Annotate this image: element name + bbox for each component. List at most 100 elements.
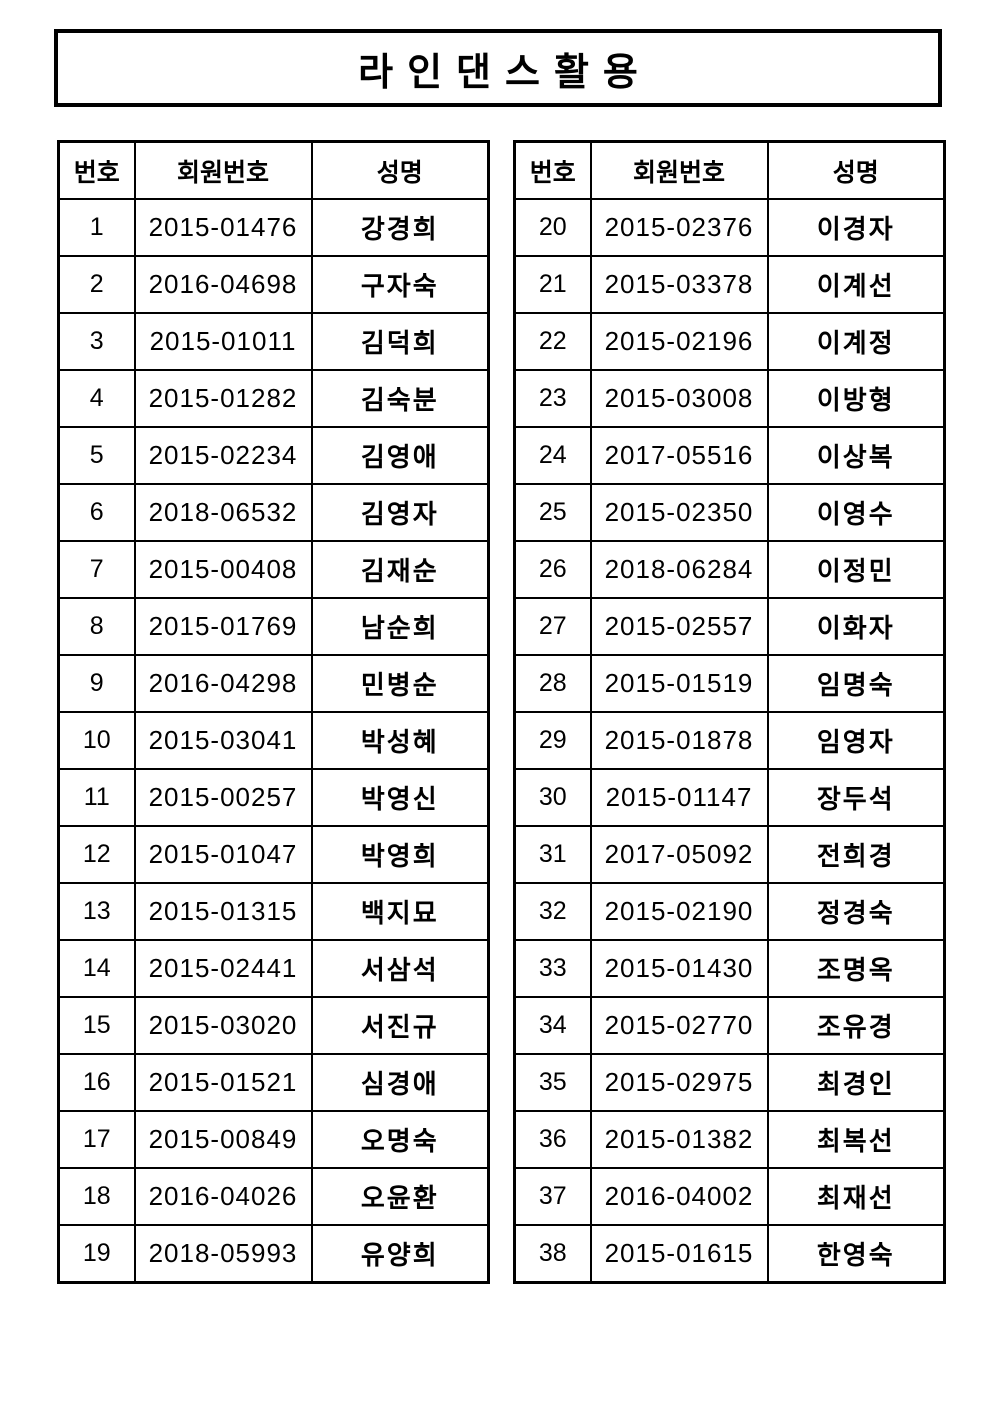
cell-name: 오윤환 (310, 1167, 490, 1226)
table-row: 17 2015-00849 오명숙 (57, 1110, 490, 1169)
cell-name: 한영숙 (766, 1224, 946, 1284)
table-row: 14 2015-02441 서삼석 (57, 939, 490, 998)
cell-member-id: 2015-01615 (589, 1224, 769, 1284)
cell-no: 21 (513, 255, 592, 314)
cell-no: 28 (513, 654, 592, 713)
cell-member-id: 2015-02234 (133, 426, 313, 485)
table-row: 11 2015-00257 박영신 (57, 768, 490, 827)
cell-no: 29 (513, 711, 592, 770)
table-row: 32 2015-02190 정경숙 (513, 882, 946, 941)
cell-no: 35 (513, 1053, 592, 1112)
table-header: 번호 회원번호 성명 (513, 140, 946, 200)
cell-name: 구자숙 (310, 255, 490, 314)
cell-member-id: 2015-01147 (589, 768, 769, 827)
cell-no: 9 (57, 654, 136, 713)
cell-no: 8 (57, 597, 136, 656)
table-row: 15 2015-03020 서진규 (57, 996, 490, 1055)
cell-no: 22 (513, 312, 592, 371)
cell-no: 15 (57, 996, 136, 1055)
cell-name: 강경희 (310, 198, 490, 257)
tables-container: 번호 회원번호 성명 1 2015-01476 강경희 2 2016-04698 구자숙 3… (57, 140, 946, 1284)
page-title: 라인댄스활용 (358, 51, 652, 94)
table-row: 7 2015-00408 김재순 (57, 540, 490, 599)
table-row: 20 2015-02376 이경자 (513, 198, 946, 257)
cell-member-id: 2015-01430 (589, 939, 769, 998)
table-row: 31 2017-05092 전희경 (513, 825, 946, 884)
table-row: 24 2017-05516 이상복 (513, 426, 946, 485)
cell-no: 20 (513, 198, 592, 257)
cell-name: 오명숙 (310, 1110, 490, 1169)
table-row: 5 2015-02234 김영애 (57, 426, 490, 485)
cell-member-id: 2016-04002 (589, 1167, 769, 1226)
cell-no: 14 (57, 939, 136, 998)
table-row: 37 2016-04002 최재선 (513, 1167, 946, 1226)
table-row: 3 2015-01011 김덕희 (57, 312, 490, 371)
cell-name: 최복선 (766, 1110, 946, 1169)
cell-no: 18 (57, 1167, 136, 1226)
table-row: 36 2015-01382 최복선 (513, 1110, 946, 1169)
table-row: 22 2015-02196 이계정 (513, 312, 946, 371)
cell-name: 이계선 (766, 255, 946, 314)
column-header-no: 번호 (513, 140, 592, 200)
cell-name: 임영자 (766, 711, 946, 770)
cell-member-id: 2015-02376 (589, 198, 769, 257)
table-row: 12 2015-01047 박영희 (57, 825, 490, 884)
cell-member-id: 2015-01011 (133, 312, 313, 371)
header-row: 번호 회원번호 성명 (57, 140, 490, 200)
table-row: 34 2015-02770 조유경 (513, 996, 946, 1055)
cell-name: 정경숙 (766, 882, 946, 941)
cell-member-id: 2016-04298 (133, 654, 313, 713)
table-row: 8 2015-01769 남순희 (57, 597, 490, 656)
cell-member-id: 2015-03008 (589, 369, 769, 428)
table-row: 18 2016-04026 오윤환 (57, 1167, 490, 1226)
cell-name: 이경자 (766, 198, 946, 257)
cell-member-id: 2015-00849 (133, 1110, 313, 1169)
header-row: 번호 회원번호 성명 (513, 140, 946, 200)
cell-name: 남순희 (310, 597, 490, 656)
table-row: 29 2015-01878 임영자 (513, 711, 946, 770)
cell-no: 13 (57, 882, 136, 941)
cell-no: 38 (513, 1224, 592, 1284)
cell-name: 김영자 (310, 483, 490, 542)
cell-name: 박영신 (310, 768, 490, 827)
column-header-name: 성명 (766, 140, 946, 200)
cell-member-id: 2015-03041 (133, 711, 313, 770)
member-table-right: 번호 회원번호 성명 20 2015-02376 이경자 21 2015-03378 이계… (513, 140, 946, 1284)
cell-no: 27 (513, 597, 592, 656)
table-row: 19 2018-05993 유양희 (57, 1224, 490, 1284)
cell-no: 1 (57, 198, 136, 257)
cell-name: 김덕희 (310, 312, 490, 371)
cell-no: 33 (513, 939, 592, 998)
table-row: 27 2015-02557 이화자 (513, 597, 946, 656)
cell-member-id: 2015-01476 (133, 198, 313, 257)
cell-member-id: 2015-01878 (589, 711, 769, 770)
cell-no: 2 (57, 255, 136, 314)
cell-name: 심경애 (310, 1053, 490, 1112)
cell-member-id: 2017-05092 (589, 825, 769, 884)
table-row: 35 2015-02975 최경인 (513, 1053, 946, 1112)
table-row: 4 2015-01282 김숙분 (57, 369, 490, 428)
cell-name: 조명옥 (766, 939, 946, 998)
title-box: 라인댄스활용 (54, 29, 942, 107)
table-row: 10 2015-03041 박성혜 (57, 711, 490, 770)
cell-name: 박영희 (310, 825, 490, 884)
cell-name: 민병순 (310, 654, 490, 713)
cell-no: 7 (57, 540, 136, 599)
cell-no: 3 (57, 312, 136, 371)
cell-member-id: 2015-01769 (133, 597, 313, 656)
table-row: 30 2015-01147 장두석 (513, 768, 946, 827)
member-table-left: 번호 회원번호 성명 1 2015-01476 강경희 2 2016-04698 구자숙 3… (57, 140, 490, 1284)
cell-name: 이계정 (766, 312, 946, 371)
cell-member-id: 2015-02190 (589, 882, 769, 941)
cell-member-id: 2015-01282 (133, 369, 313, 428)
table-row: 13 2015-01315 백지묘 (57, 882, 490, 941)
table-header: 번호 회원번호 성명 (57, 140, 490, 200)
cell-member-id: 2018-05993 (133, 1224, 313, 1284)
cell-member-id: 2015-00408 (133, 540, 313, 599)
cell-no: 5 (57, 426, 136, 485)
cell-member-id: 2018-06284 (589, 540, 769, 599)
cell-name: 이정민 (766, 540, 946, 599)
cell-name: 백지묘 (310, 882, 490, 941)
cell-name: 유양희 (310, 1224, 490, 1284)
